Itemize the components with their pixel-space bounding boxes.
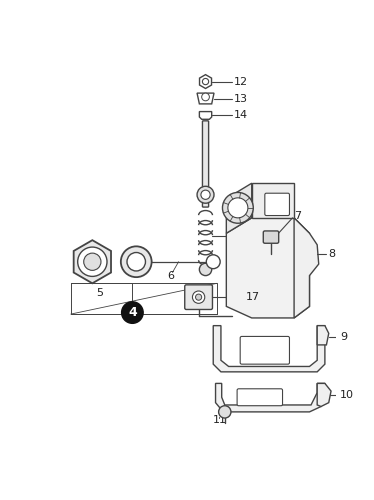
Circle shape: [84, 253, 101, 270]
FancyBboxPatch shape: [237, 389, 282, 406]
Text: 9: 9: [340, 332, 347, 342]
Polygon shape: [294, 218, 319, 318]
Polygon shape: [226, 218, 310, 318]
Circle shape: [78, 247, 107, 276]
Text: 17: 17: [246, 292, 260, 302]
Circle shape: [219, 406, 231, 418]
Polygon shape: [226, 183, 252, 233]
Circle shape: [196, 294, 202, 300]
Polygon shape: [215, 384, 325, 412]
Polygon shape: [252, 183, 294, 218]
Polygon shape: [74, 240, 111, 284]
FancyBboxPatch shape: [202, 121, 209, 207]
Text: 13: 13: [234, 94, 248, 104]
Text: 12: 12: [234, 76, 248, 86]
Polygon shape: [317, 326, 329, 345]
Text: 7: 7: [294, 212, 301, 222]
Polygon shape: [317, 384, 331, 406]
Polygon shape: [213, 326, 325, 372]
Text: 15: 15: [265, 230, 279, 240]
Circle shape: [197, 186, 214, 203]
FancyBboxPatch shape: [265, 193, 289, 216]
Text: 11: 11: [213, 416, 227, 426]
Circle shape: [202, 78, 209, 84]
Text: 5: 5: [96, 288, 104, 298]
FancyBboxPatch shape: [185, 285, 212, 310]
Text: 4: 4: [128, 306, 137, 319]
Text: 8: 8: [328, 249, 335, 259]
Circle shape: [121, 246, 151, 277]
Circle shape: [122, 302, 143, 324]
Circle shape: [206, 255, 220, 268]
Circle shape: [193, 291, 205, 304]
FancyBboxPatch shape: [263, 231, 279, 243]
Circle shape: [228, 198, 248, 218]
Text: 10: 10: [340, 390, 354, 400]
Polygon shape: [200, 74, 212, 88]
Circle shape: [202, 93, 209, 101]
Circle shape: [127, 252, 145, 271]
Circle shape: [223, 192, 253, 223]
Polygon shape: [199, 112, 212, 120]
Text: 6: 6: [167, 270, 174, 280]
Text: 14: 14: [234, 110, 248, 120]
Polygon shape: [197, 93, 214, 104]
FancyBboxPatch shape: [240, 336, 289, 364]
Circle shape: [201, 190, 210, 200]
Circle shape: [199, 264, 212, 276]
